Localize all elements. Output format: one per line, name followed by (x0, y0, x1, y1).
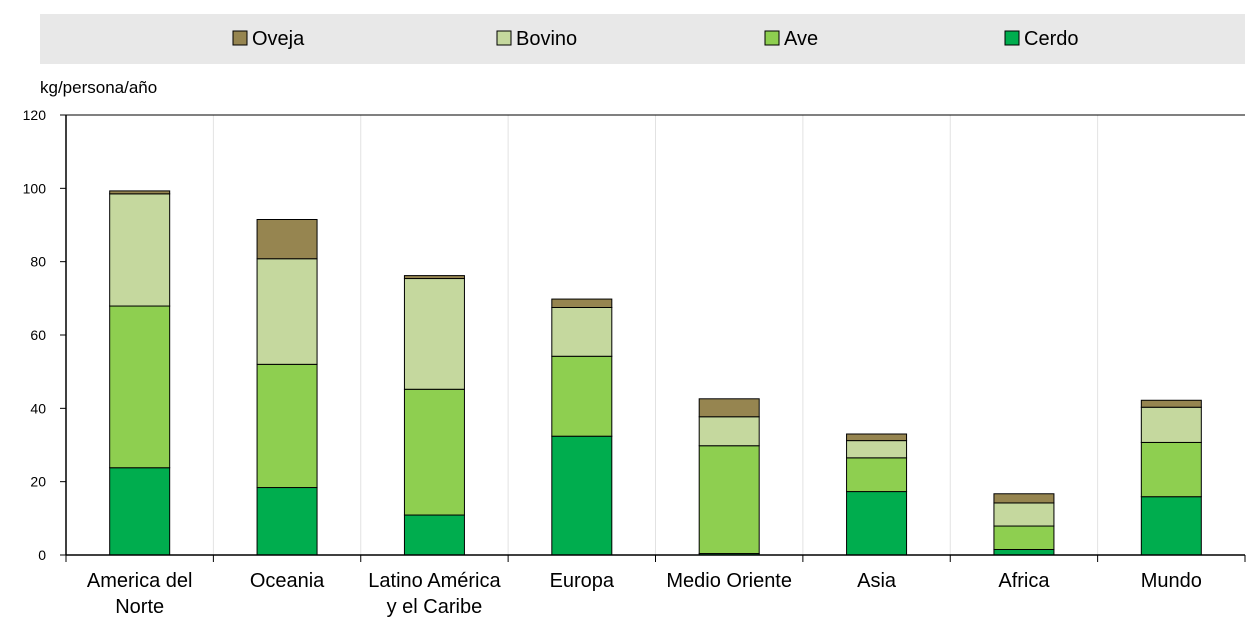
bar-segment-bovino (698, 416, 760, 447)
x-tick-label: Oceania (250, 570, 325, 592)
bar-segment-ave (993, 525, 1055, 550)
bar-segment-cerdo (109, 467, 171, 556)
bar-segment-bovino (403, 278, 465, 390)
bar-segment-oveja (698, 398, 760, 418)
bar-segment-oveja (551, 298, 613, 309)
y-axis-label: kg/persona/año (40, 78, 157, 97)
bar-segment-cerdo (256, 487, 318, 556)
legend-label-oveja: Oveja (252, 28, 305, 50)
bar-segment-oveja (403, 275, 465, 280)
x-axis-labels: America del Norte Oceania Latino América y e… (87, 570, 1202, 618)
bar-segment-bovino (846, 440, 908, 459)
y-tick-label: 80 (30, 254, 46, 270)
y-tick-label: 120 (23, 107, 47, 123)
bar-segment-bovino (109, 193, 171, 307)
bar-segment-ave (698, 445, 760, 555)
axes (65, 114, 1246, 562)
bar-segment-bovino (1140, 406, 1202, 443)
bar-segment-ave (551, 355, 613, 437)
legend-swatch-cerdo (1004, 30, 1020, 46)
bar-segment-ave (846, 457, 908, 493)
bar-segment-cerdo (551, 435, 613, 556)
bar-segment-ave (403, 388, 465, 516)
bar-segment-oveja (1140, 399, 1202, 408)
x-tick-label: Asia (857, 570, 897, 592)
x-tick-label: Mundo (1141, 570, 1202, 592)
legend: Oveja Bovino Ave Cerdo (232, 28, 1078, 50)
legend-swatch-oveja (232, 30, 248, 46)
y-tick-label: 60 (30, 327, 46, 343)
bars (109, 190, 1202, 556)
legend-label-cerdo: Cerdo (1024, 28, 1078, 50)
bar-segment-cerdo (1140, 496, 1202, 556)
bar-segment-bovino (256, 258, 318, 365)
bar-segment-ave (1140, 441, 1202, 498)
legend-swatch-ave (764, 30, 780, 46)
bar-segment-cerdo (846, 491, 908, 556)
x-tick-label: America del Norte (87, 570, 193, 618)
bar-segment-oveja (109, 190, 171, 195)
legend-label-ave: Ave (784, 28, 818, 50)
y-tick-label: 0 (38, 547, 46, 563)
bar-segment-ave (109, 305, 171, 469)
x-tick-label: Africa (998, 570, 1050, 592)
bar-segment-bovino (551, 307, 613, 357)
bar-segment-cerdo (403, 514, 465, 556)
bar-segment-oveja (993, 493, 1055, 504)
legend-label-bovino: Bovino (516, 28, 577, 50)
grid (212, 115, 1099, 555)
x-tick-label: Europa (550, 570, 615, 592)
y-tick-label: 100 (23, 180, 47, 196)
y-axis-ticks: 0 20 40 60 80 100 120 (23, 107, 66, 563)
bar-segment-oveja (846, 433, 908, 442)
x-tick-label: Medio Oriente (666, 570, 792, 592)
bar-segment-ave (256, 363, 318, 489)
legend-swatch-bovino (496, 30, 512, 46)
x-tick-label: Latino América y el Caribe (368, 570, 501, 618)
bar-segment-oveja (256, 219, 318, 260)
bar-segment-bovino (993, 502, 1055, 527)
y-tick-label: 40 (30, 400, 46, 416)
y-tick-label: 20 (30, 474, 46, 490)
bar-segment-cerdo (993, 549, 1055, 556)
